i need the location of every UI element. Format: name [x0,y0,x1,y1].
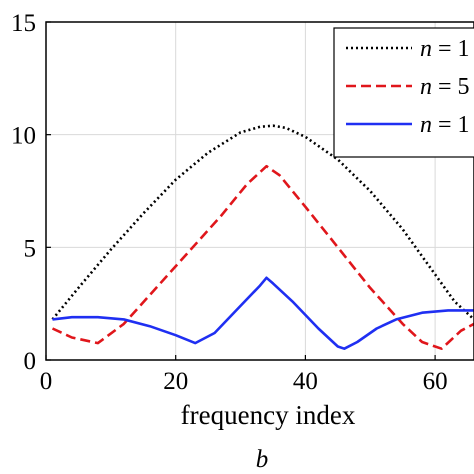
y-tick-label: 5 [24,235,37,262]
legend-num: 5 [458,74,470,100]
legend-box [333,27,474,158]
series-lines [51,124,474,351]
tick-labels: 0 20 40 60 0 5 10 15 [11,10,448,395]
legend-label: n = 5 [420,74,470,100]
legend-var: n [420,36,432,62]
x-tick-label: 60 [423,368,448,395]
y-tick-label: 0 [24,348,37,375]
plot-frame [45,21,474,361]
legend-var: n [420,112,432,138]
legend-label: n = 1 [420,112,470,138]
axis-ticks [45,21,436,361]
series-line-2 [51,164,474,351]
y-tick-label: 10 [11,123,36,150]
x-tick-label: 0 [40,368,53,395]
x-tick-label: 40 [293,368,318,395]
series-line-3 [52,276,474,351]
y-tick-label: 15 [11,10,36,37]
legend-eq: = [432,74,458,100]
legend-num: 1 [458,112,470,138]
legend-eq: = [432,112,458,138]
figure-caption: b [256,446,269,473]
legend-var: n [420,74,432,100]
series-line-1 [51,124,474,321]
legend-eq: = [432,36,458,62]
x-axis-label: frequency index [181,400,356,430]
x-tick-label: 20 [163,368,188,395]
legend: n = 1n = 5n = 1 [333,27,474,158]
legend-label: n = 1 [420,36,470,62]
legend-num: 1 [458,36,470,62]
